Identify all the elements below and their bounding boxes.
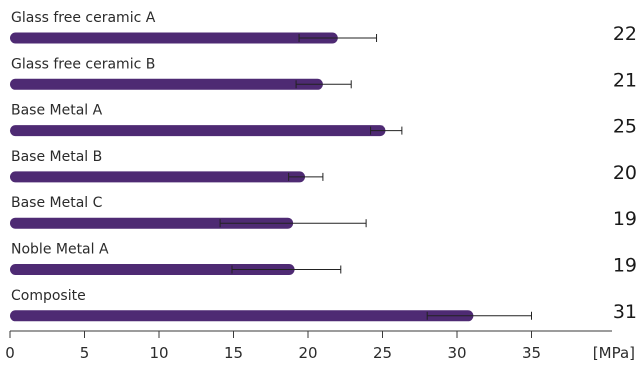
bar-row: Base Metal B 20 [10, 149, 637, 184]
bar-row: Base Metal C 19 [10, 195, 637, 230]
category-label: Composite [11, 288, 86, 304]
bar [10, 310, 474, 322]
value-label: 21 [613, 69, 637, 91]
bar [10, 32, 338, 44]
bar-row: Glass free ceramic A 22 [10, 10, 637, 45]
bar-row: Composite 31 [10, 288, 637, 323]
x-tick-label: 0 [5, 344, 15, 362]
bar-row: Base Metal A 25 [10, 103, 637, 138]
value-label: 25 [613, 116, 637, 138]
x-tick-label: 5 [80, 344, 90, 362]
category-label: Glass free ceramic B [11, 56, 155, 72]
x-tick-label: 20 [298, 344, 317, 362]
bar [10, 264, 295, 275]
value-label: 22 [613, 23, 637, 45]
category-label: Noble Metal A [11, 242, 109, 258]
category-label: Glass free ceramic A [11, 10, 156, 26]
x-unit-label: [MPa] [593, 344, 635, 362]
category-label: Base Metal B [11, 149, 102, 165]
value-label: 19 [613, 255, 637, 277]
bar-row: Noble Metal A 19 [10, 242, 637, 277]
bar [10, 171, 306, 183]
value-label: 20 [613, 162, 637, 184]
x-tick-label: 30 [447, 344, 466, 362]
category-label: Base Metal A [11, 103, 103, 119]
bar [10, 78, 323, 90]
x-tick-label: 25 [373, 344, 392, 362]
category-label: Base Metal C [11, 195, 103, 211]
bar [10, 217, 294, 229]
value-label: 19 [613, 208, 637, 230]
bar-row: Glass free ceramic B 21 [10, 56, 637, 91]
value-label: 31 [613, 301, 637, 323]
bar [10, 125, 386, 137]
x-tick-label: 10 [149, 344, 168, 362]
x-axis: 0 5 10 15 20 25 30 35 [MPa] [5, 330, 635, 362]
x-tick-label: 15 [224, 344, 243, 362]
x-tick-label: 35 [522, 344, 541, 362]
